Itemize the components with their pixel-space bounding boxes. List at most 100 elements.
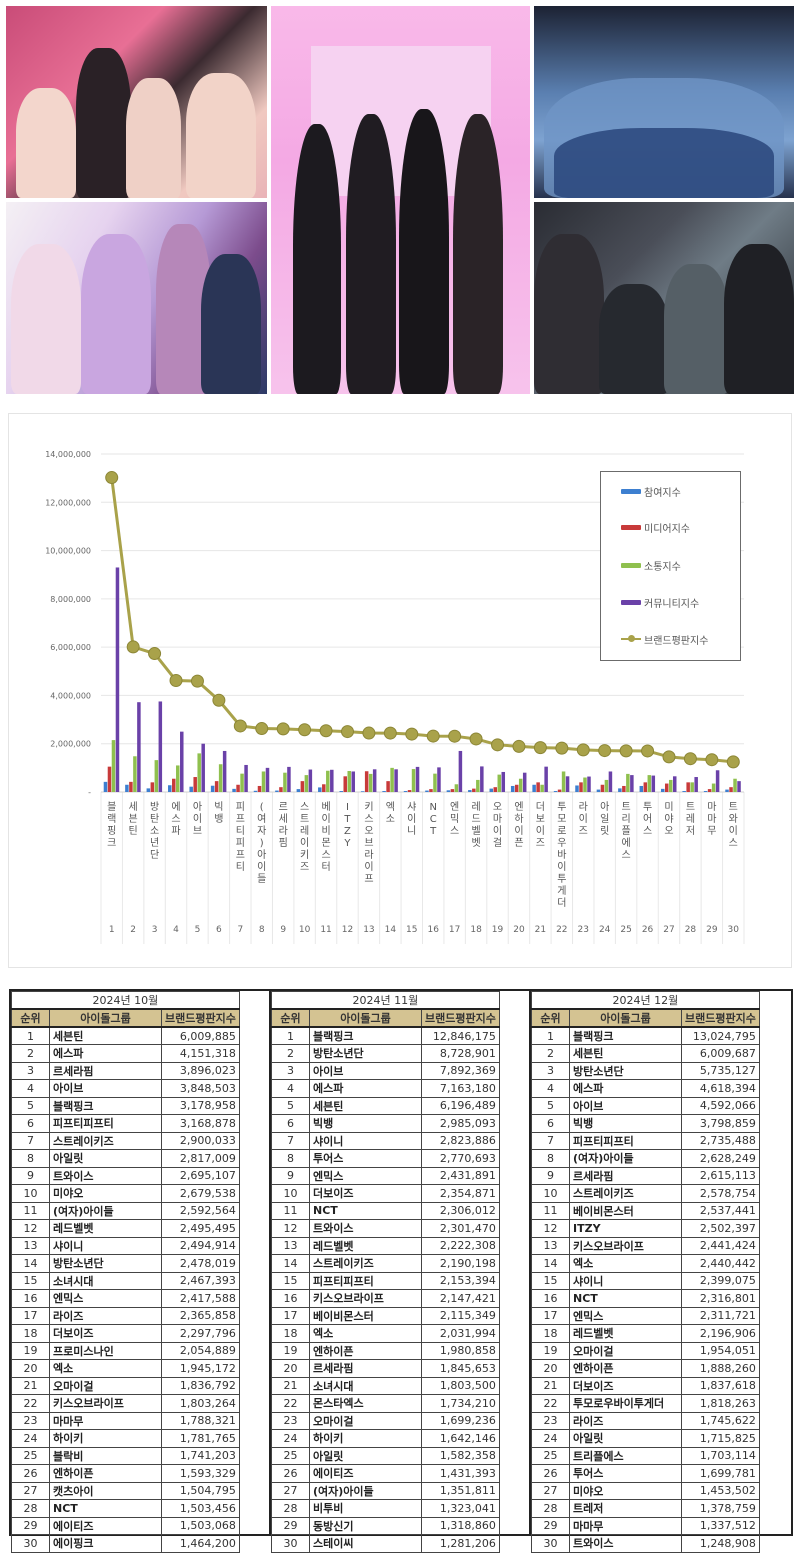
x-category-label: 년 <box>150 837 159 849</box>
rank-cell: 11 <box>531 1201 570 1220</box>
y-tick-label: - <box>88 788 91 797</box>
bar <box>372 769 377 792</box>
table-row: 17 라이즈 2,365,858 <box>11 1306 240 1325</box>
y-tick-label: 8,000,000 <box>50 595 91 604</box>
table-row: 26 에이티즈 1,431,393 <box>271 1464 500 1483</box>
x-category-label: 핑 <box>107 825 116 837</box>
bar <box>180 731 184 792</box>
table-header-cell: 브랜드평판지수 <box>161 1008 240 1028</box>
x-category-label: 탄 <box>150 813 159 825</box>
line-marker <box>169 673 183 687</box>
bar <box>668 779 673 792</box>
bar <box>394 769 398 792</box>
group-name-cell: 캣츠아이 <box>49 1481 162 1500</box>
rank-cell: 6 <box>531 1114 570 1133</box>
score-cell: 1,351,811 <box>421 1481 500 1500</box>
group-name-cell: 르세라핌 <box>569 1166 682 1185</box>
x-rank-label: 20 <box>513 925 525 935</box>
score-cell: 6,009,687 <box>681 1044 760 1063</box>
rank-cell: 23 <box>11 1411 50 1430</box>
rank-cell: 2 <box>11 1044 50 1063</box>
table-row: 22 몬스타엑스 1,734,210 <box>271 1394 500 1413</box>
bar <box>275 790 279 792</box>
score-cell: 2,190,198 <box>421 1254 500 1273</box>
x-category-label: 파 <box>171 825 180 837</box>
bar <box>287 766 291 792</box>
x-category-label: 아 <box>193 801 202 813</box>
score-cell: 4,592,066 <box>681 1096 760 1115</box>
y-tick-label: 10,000,000 <box>45 547 91 556</box>
x-category-label: 크 <box>107 838 116 849</box>
group-name-cell: 엑소 <box>569 1254 682 1273</box>
bar <box>382 791 386 792</box>
x-category-label: 오 <box>664 826 673 837</box>
legend-item-participation: 참여지수 <box>621 484 681 499</box>
x-category-label: 이 <box>557 861 566 873</box>
x-category-label: I <box>346 802 349 813</box>
score-cell: 2,297,796 <box>161 1324 240 1343</box>
group-name-cell: 트리플에스 <box>569 1446 682 1465</box>
rank-cell: 10 <box>531 1184 570 1203</box>
table-row: 23 라이즈 1,745,622 <box>531 1411 760 1430</box>
rank-cell: 9 <box>271 1166 310 1185</box>
rank-cell: 10 <box>11 1184 50 1203</box>
x-category-label: 르 <box>279 802 288 813</box>
group-name-cell: 피프티피프티 <box>309 1271 422 1290</box>
group-name-cell: 에스파 <box>569 1079 682 1098</box>
group-name-cell: 세븐틴 <box>49 1026 162 1045</box>
line-marker <box>233 719 247 733</box>
x-rank-label: 7 <box>237 925 243 935</box>
bar <box>725 789 729 792</box>
score-cell: 1,845,653 <box>421 1359 500 1378</box>
x-category-label: 피 <box>236 801 245 813</box>
x-category-label: 이 <box>300 837 309 849</box>
bar <box>450 789 455 792</box>
bar <box>437 767 441 792</box>
x-category-label: 티 <box>236 825 245 837</box>
group-name-cell: 엑소 <box>309 1324 422 1343</box>
bar <box>733 778 737 792</box>
group-name-cell: 키스오브라이프 <box>569 1236 682 1255</box>
rank-cell: 14 <box>271 1254 310 1273</box>
score-cell: 3,848,503 <box>161 1079 240 1098</box>
bar <box>125 784 129 792</box>
bar <box>703 791 708 792</box>
group-name-cell: (여자)아이들 <box>309 1481 422 1500</box>
bar <box>326 770 330 792</box>
score-cell: 1,431,393 <box>421 1464 500 1483</box>
bar <box>510 785 515 792</box>
line-marker <box>705 753 719 767</box>
score-cell: 1,837,618 <box>681 1376 760 1395</box>
score-cell: 1,281,206 <box>421 1534 500 1553</box>
x-rank-label: 28 <box>685 925 697 935</box>
score-cell: 2,695,107 <box>161 1166 240 1185</box>
bar <box>587 776 591 792</box>
line-marker <box>576 743 590 757</box>
bar <box>501 771 506 792</box>
group-name-cell: 소녀시대 <box>309 1376 422 1395</box>
table-row: 20 르세라핌 1,845,653 <box>271 1359 500 1378</box>
bar <box>433 773 437 792</box>
bar <box>115 567 120 792</box>
rank-cell: 11 <box>271 1201 310 1220</box>
score-cell: 1,818,263 <box>681 1394 760 1413</box>
x-category-label: 세 <box>129 801 138 813</box>
group-name-cell: 에이핑크 <box>49 1534 162 1553</box>
group-name-cell: 엔하이픈 <box>309 1341 422 1360</box>
table-row: 6 피프티피프티 3,168,878 <box>11 1114 240 1133</box>
x-category-label: 야 <box>664 813 673 825</box>
x-category-label: 빅 <box>214 801 223 813</box>
table-row: 5 아이브 4,592,066 <box>531 1096 760 1115</box>
x-rank-label: 19 <box>492 925 504 935</box>
score-cell: 8,728,901 <box>421 1044 500 1063</box>
group-name-cell: 샤이니 <box>309 1131 422 1150</box>
group-name-cell: 르세라핌 <box>309 1359 422 1378</box>
table-row: 13 키스오브라이프 2,441,424 <box>531 1236 760 1255</box>
score-cell: 7,892,369 <box>421 1061 500 1080</box>
bar <box>651 775 656 792</box>
bar <box>210 785 215 792</box>
group-name-cell: 베이비몬스터 <box>309 1306 422 1325</box>
ranking-tables: 2024년 10월 순위 아이돌그룹 브랜드평판지수 1 세븐틴 6,009,885 2 에스파… <box>9 989 793 1553</box>
group-name-cell: 오마이걸 <box>309 1411 422 1430</box>
score-cell: 1,503,068 <box>161 1516 240 1535</box>
